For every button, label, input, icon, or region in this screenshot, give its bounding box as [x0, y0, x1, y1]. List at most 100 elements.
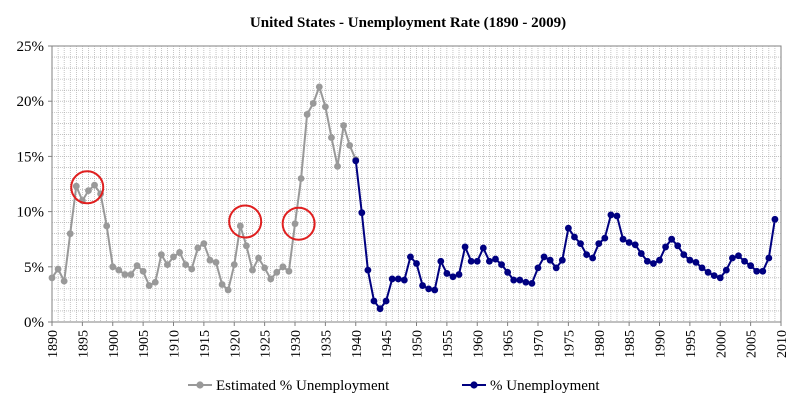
x-tick-label: 1940 [350, 330, 365, 358]
data-point [419, 282, 426, 289]
data-point [309, 100, 317, 107]
x-tick-label: 1905 [137, 330, 152, 358]
data-point [285, 267, 293, 275]
data-point [188, 265, 196, 273]
x-axis: 1890 1895 1900 1905 1910 1915 1920 1925 1930 1935… [46, 322, 790, 358]
series-line [354, 160, 776, 311]
data-point [656, 256, 663, 264]
data-point [340, 122, 347, 129]
data-point [704, 268, 712, 276]
legend-label: % Unemployment [490, 378, 600, 394]
data-point [558, 256, 566, 264]
data-point [121, 271, 129, 278]
data-point [589, 254, 597, 262]
x-tick-label: 1970 [532, 330, 547, 358]
data-point [303, 111, 311, 118]
data-point [297, 175, 305, 182]
x-tick-label: 2010 [775, 330, 790, 358]
data-point [741, 257, 748, 265]
data-point [735, 252, 742, 260]
x-tick-label: 1985 [623, 330, 638, 358]
data-point [164, 261, 171, 268]
data-point [72, 182, 80, 190]
y-tick-label: 20% [17, 94, 45, 110]
y-tick-label: 25% [17, 39, 45, 55]
data-point [443, 270, 451, 277]
data-point [145, 282, 153, 289]
data-point [218, 281, 226, 288]
data-point [680, 251, 688, 259]
annotation-layer [70, 170, 316, 241]
x-tick-label: 1965 [502, 330, 517, 358]
data-point [352, 157, 360, 165]
data-point [236, 222, 244, 230]
data-point [170, 253, 177, 261]
x-tick-label: 1900 [107, 330, 122, 358]
data-point [249, 266, 256, 274]
data-point [224, 286, 232, 294]
data-point [388, 275, 396, 283]
highlight-circle [70, 170, 105, 205]
data-point [109, 263, 117, 271]
data-point [243, 242, 250, 250]
data-point [643, 257, 651, 265]
highlight-circle [228, 204, 263, 239]
data-point [60, 277, 68, 285]
data-point [473, 257, 481, 265]
data-point [686, 256, 694, 264]
data-point [692, 258, 700, 266]
data-point [571, 233, 578, 241]
data-point [425, 285, 433, 293]
data-point [613, 212, 621, 220]
highlight-circle [281, 206, 316, 241]
data-point [157, 251, 165, 259]
data-point [328, 134, 335, 142]
data-point [91, 181, 98, 189]
data-point [522, 278, 530, 286]
series-layer [48, 83, 779, 313]
data-point [182, 261, 190, 268]
chart-title: United States - Unemployment Rate (1890 … [250, 15, 566, 31]
legend: Estimated % Unemployment % Unemployment [188, 378, 600, 394]
data-point [400, 276, 408, 284]
data-point [230, 261, 238, 268]
data-point [552, 264, 560, 272]
data-point [492, 255, 499, 263]
data-point [540, 253, 548, 261]
x-tick-label: 1915 [198, 330, 213, 358]
data-point [206, 256, 214, 264]
data-point [637, 250, 645, 257]
data-point [370, 297, 378, 305]
data-point [747, 262, 755, 270]
data-point [127, 271, 135, 278]
data-point [461, 243, 469, 251]
data-point [85, 187, 92, 195]
data-point [200, 240, 208, 248]
data-point [449, 273, 457, 281]
x-tick-label: 1935 [319, 330, 334, 358]
data-point [516, 276, 524, 284]
data-point [753, 267, 761, 275]
data-point [607, 211, 615, 219]
data-point [382, 297, 390, 305]
data-point [407, 253, 414, 261]
y-tick-label: 5% [24, 260, 44, 276]
data-point [66, 230, 74, 238]
data-point [504, 268, 512, 276]
data-point [625, 239, 633, 246]
data-point [291, 220, 299, 228]
x-tick-label: 1975 [562, 330, 577, 358]
x-tick-label: 1955 [441, 330, 456, 358]
x-tick-label: 1995 [684, 330, 699, 358]
x-tick-label: 1945 [380, 330, 395, 358]
x-tick-label: 2005 [745, 330, 760, 358]
data-point [261, 264, 269, 272]
data-point [255, 254, 262, 262]
data-point [698, 264, 706, 272]
x-tick-label: 2000 [714, 330, 729, 358]
data-point [650, 260, 657, 267]
data-point [431, 286, 439, 294]
x-tick-label: 1910 [168, 330, 183, 358]
data-point [115, 266, 123, 274]
